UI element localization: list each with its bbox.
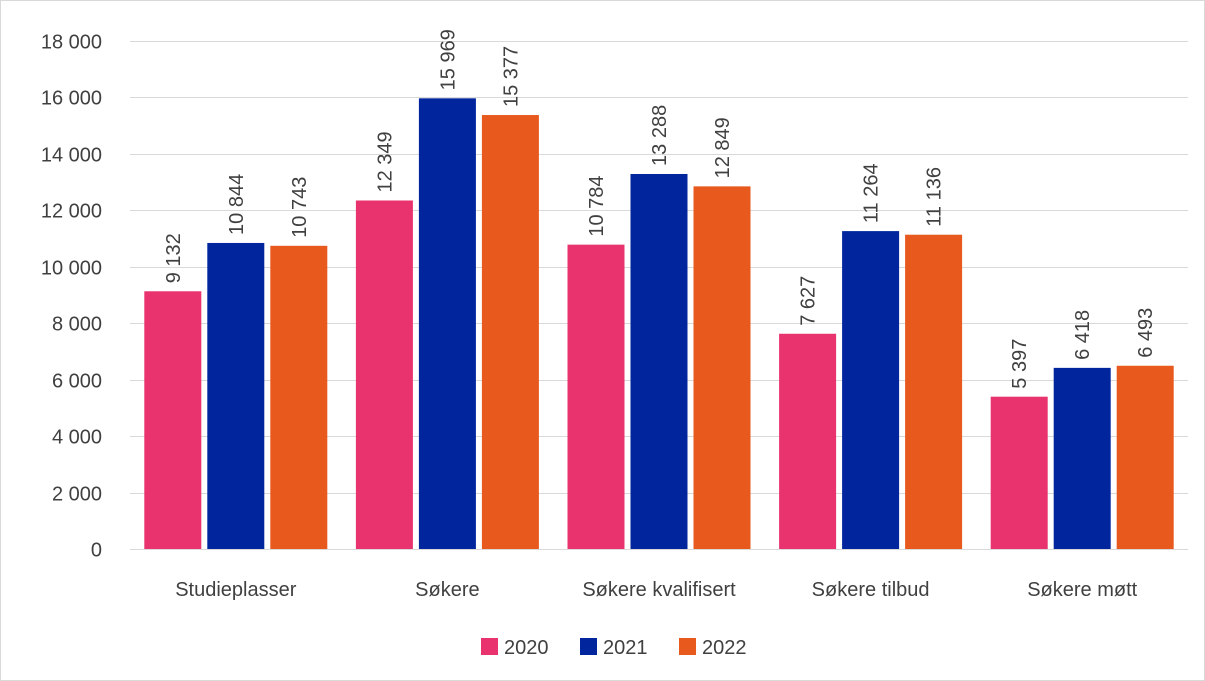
data-label: 15 969 <box>437 29 459 90</box>
data-label: 13 288 <box>649 105 671 166</box>
data-label: 10 784 <box>586 175 608 236</box>
legend: 2020 2021 2022 <box>481 637 747 659</box>
bar-2020 <box>567 244 625 549</box>
data-labels: 9 132 10 844 10 743 12 349 15 969 15 377 10 78… <box>163 29 1157 389</box>
legend-label: 2022 <box>702 637 747 659</box>
bar-2022 <box>481 115 539 549</box>
y-tick-label: 2 000 <box>52 484 102 506</box>
data-label: 11 136 <box>924 167 946 227</box>
bar-2022 <box>270 245 328 550</box>
x-category-label: Studieplasser <box>175 579 297 601</box>
y-tick-label: 8 000 <box>52 314 102 336</box>
legend-swatch-2022 <box>679 638 696 655</box>
bars <box>144 98 1174 550</box>
legend-label: 2021 <box>603 637 648 659</box>
bar-2022 <box>905 234 963 549</box>
data-label: 6 418 <box>1072 310 1094 360</box>
bar-2021 <box>207 242 265 549</box>
bar-2021 <box>630 173 688 550</box>
data-label: 12 349 <box>374 131 396 192</box>
y-axis-ticks: 0 2 000 4 000 6 000 8 000 10 000 12 000 14 000 1… <box>41 32 102 562</box>
x-axis-categories: Studieplasser Søkere Søkere kvalifisert Søk… <box>175 579 1137 601</box>
legend-label: 2020 <box>504 637 549 659</box>
y-tick-label: 14 000 <box>41 145 102 167</box>
bar-2021 <box>842 231 900 549</box>
x-category-label: Søkere kvalifisert <box>582 579 736 601</box>
data-label: 10 743 <box>289 177 311 238</box>
data-label: 10 844 <box>226 174 248 235</box>
data-label: 5 397 <box>1009 339 1031 389</box>
legend-swatch-2020 <box>481 638 498 655</box>
y-tick-label: 6 000 <box>52 371 102 393</box>
bar-2021 <box>1053 367 1111 549</box>
y-tick-label: 4 000 <box>52 427 102 449</box>
y-tick-label: 0 <box>91 540 102 562</box>
bar-2020 <box>990 396 1048 549</box>
bar-2022 <box>693 186 751 549</box>
x-category-label: Søkere tilbud <box>812 579 930 601</box>
bar-2020 <box>144 291 202 549</box>
bar-2020 <box>355 200 413 550</box>
x-category-label: Søkere <box>415 579 479 601</box>
y-tick-label: 10 000 <box>41 258 102 280</box>
bar-2022 <box>1116 365 1174 549</box>
bar-2020 <box>779 333 837 549</box>
data-label: 11 264 <box>861 163 883 223</box>
data-label: 12 849 <box>712 117 734 178</box>
data-label: 7 627 <box>798 276 820 326</box>
data-label: 6 493 <box>1135 308 1157 358</box>
x-category-label: Søkere møtt <box>1027 579 1137 601</box>
legend-swatch-2021 <box>580 638 597 655</box>
y-tick-label: 18 000 <box>41 32 102 54</box>
data-label: 15 377 <box>500 46 522 107</box>
y-tick-label: 12 000 <box>41 201 102 223</box>
data-label: 9 132 <box>163 233 185 283</box>
y-tick-label: 16 000 <box>41 88 102 110</box>
bar-2021 <box>418 98 476 549</box>
